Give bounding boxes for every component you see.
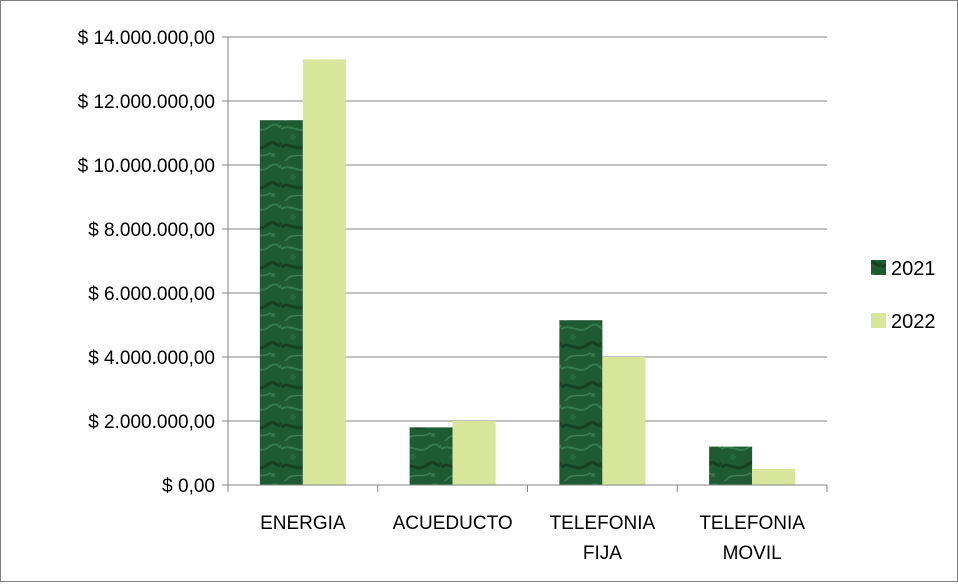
y-tick-label: $ 0,00 [162,476,215,497]
x-tick-label: TELEFONIA [699,513,805,534]
y-tick-label: $ 10.000.000,00 [78,156,215,177]
legend-label: 2021 [891,258,936,280]
x-tick-label: TELEFONIA [550,513,656,534]
legend-swatch-2022 [871,313,886,328]
bar-2021 [409,427,453,485]
x-tick-label: ACUEDUCTO [393,513,513,534]
y-tick-label: $ 8.000.000,00 [88,220,215,241]
y-tick-label: $ 4.000.000,00 [88,348,215,369]
x-tick-label: MOVIL [723,543,782,564]
bars [259,59,796,486]
bar-2021 [559,320,603,485]
y-tick-label: $ 14.000.000,00 [78,28,215,49]
bar-2021 [259,120,303,485]
bar-2021 [709,446,753,485]
x-axis: ENERGIA ACUEDUCTO TELEFONIA FIJA TELEFONIA MO… [227,484,828,564]
legend-label: 2022 [891,311,936,333]
y-tick-label: $ 12.000.000,00 [78,92,215,113]
y-axis-tick-labels: $ 0,00 $ 2.000.000,00 $ 4.000.000,00 $ 6.00… [78,28,215,497]
y-tick-label: $ 6.000.000,00 [88,284,215,305]
bar-2022 [602,357,646,485]
legend-swatch-2021 [871,260,886,275]
x-tick-label: FIJA [583,543,622,564]
bar-2022 [452,421,496,485]
bar-2022 [752,469,796,485]
legend: 2021 2022 [871,258,936,333]
y-tick-label: $ 2.000.000,00 [88,412,215,433]
x-tick-label: ENERGIA [260,513,346,534]
bar-2022 [302,59,346,486]
